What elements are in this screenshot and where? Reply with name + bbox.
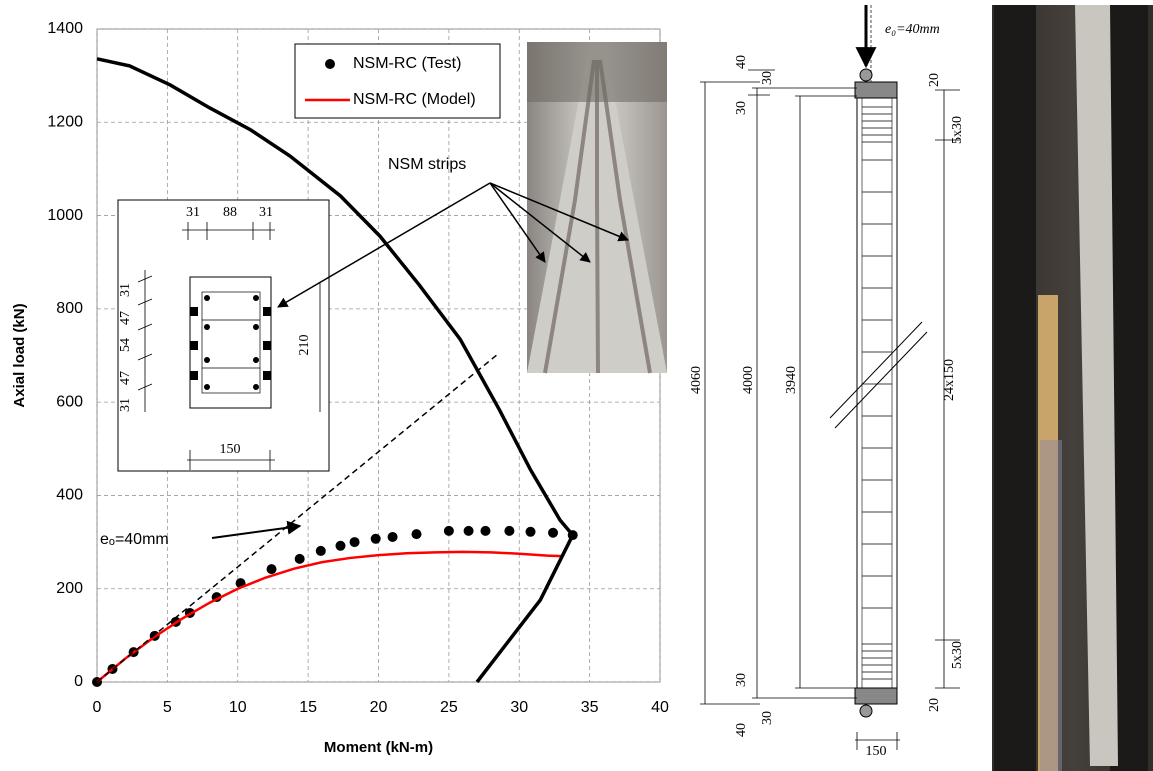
eccentricity-label: e₀=40mm	[885, 22, 940, 37]
dimension-label: 4000	[741, 366, 756, 394]
elevation-drawing	[700, 5, 960, 750]
dimension-label: 31	[118, 283, 133, 297]
x-tick-label: 35	[581, 699, 599, 716]
data-point	[412, 529, 422, 539]
annotation-arrow	[212, 526, 300, 538]
data-point	[480, 526, 490, 536]
data-point	[504, 526, 514, 536]
dimension-label: 31	[186, 205, 200, 220]
dimension-label: 54	[118, 338, 133, 352]
dimension-label: 40	[734, 723, 749, 737]
x-tick-label: 30	[510, 699, 528, 716]
dimension-label: 47	[118, 371, 133, 385]
y-tick-label: 600	[56, 393, 83, 410]
y-tick-label: 1400	[47, 20, 83, 37]
data-point	[350, 537, 360, 547]
legend-label: NSM-RC (Model)	[353, 91, 476, 108]
dimension-label: 3940	[784, 366, 799, 394]
data-point	[388, 532, 398, 542]
legend-marker	[325, 59, 335, 69]
page: {"chart_data": {"type": "line", "xlabel"…	[0, 0, 1153, 771]
dimension-label: 24x150	[942, 359, 957, 401]
y-tick-label: 1000	[47, 207, 83, 224]
y-tick-label: 1200	[47, 114, 83, 131]
data-point	[267, 564, 277, 574]
y-tick-label: 400	[56, 487, 83, 504]
x-tick-label: 15	[299, 699, 317, 716]
dimension-label: 150	[866, 744, 887, 759]
dimension-label: 5x30	[950, 641, 965, 669]
dimension-label: 30	[734, 101, 749, 115]
dimension-label: 4060	[689, 366, 704, 394]
dimension-label: 20	[927, 73, 942, 87]
dimension-label: 30	[760, 711, 775, 725]
data-point	[548, 528, 558, 538]
data-point	[295, 554, 305, 564]
x-tick-label: 10	[229, 699, 247, 716]
x-tick-label: 20	[370, 699, 388, 716]
x-tick-label: 25	[440, 699, 458, 716]
y-tick-label: 200	[56, 580, 83, 597]
data-point	[526, 527, 536, 537]
y-tick-label: 0	[74, 673, 83, 690]
data-point	[371, 534, 381, 544]
data-point	[464, 526, 474, 536]
data-point	[316, 546, 326, 556]
dimension-label: 31	[259, 205, 273, 220]
dimension-label: 40	[734, 55, 749, 69]
dimension-label: 20	[927, 698, 942, 712]
dimension-label: 30	[760, 71, 775, 85]
figure: 0510152025303540020040060080010001200140…	[0, 0, 1153, 771]
dimension-label: 30	[734, 673, 749, 687]
x-tick-label: 5	[163, 699, 172, 716]
dimension-label: 5x30	[950, 116, 965, 144]
annotation: eₒ=40mm	[100, 531, 169, 548]
annotation: NSM strips	[388, 156, 466, 173]
x-tick-label: 0	[93, 699, 102, 716]
data-point	[444, 526, 454, 536]
dimension-label: 88	[223, 205, 237, 220]
y-tick-label: 800	[56, 300, 83, 317]
data-point	[335, 541, 345, 551]
x-axis-label: Moment (kN-m)	[324, 739, 433, 756]
x-tick-label: 40	[651, 699, 669, 716]
dimension-label: 210	[297, 335, 312, 356]
dimension-label: 47	[118, 311, 133, 325]
test-photo	[992, 5, 1153, 771]
dimension-label: 150	[220, 442, 241, 457]
y-axis-label: Axial load (kN)	[11, 303, 28, 407]
dimension-label: 31	[118, 398, 133, 412]
legend-label: NSM-RC (Test)	[353, 55, 461, 72]
